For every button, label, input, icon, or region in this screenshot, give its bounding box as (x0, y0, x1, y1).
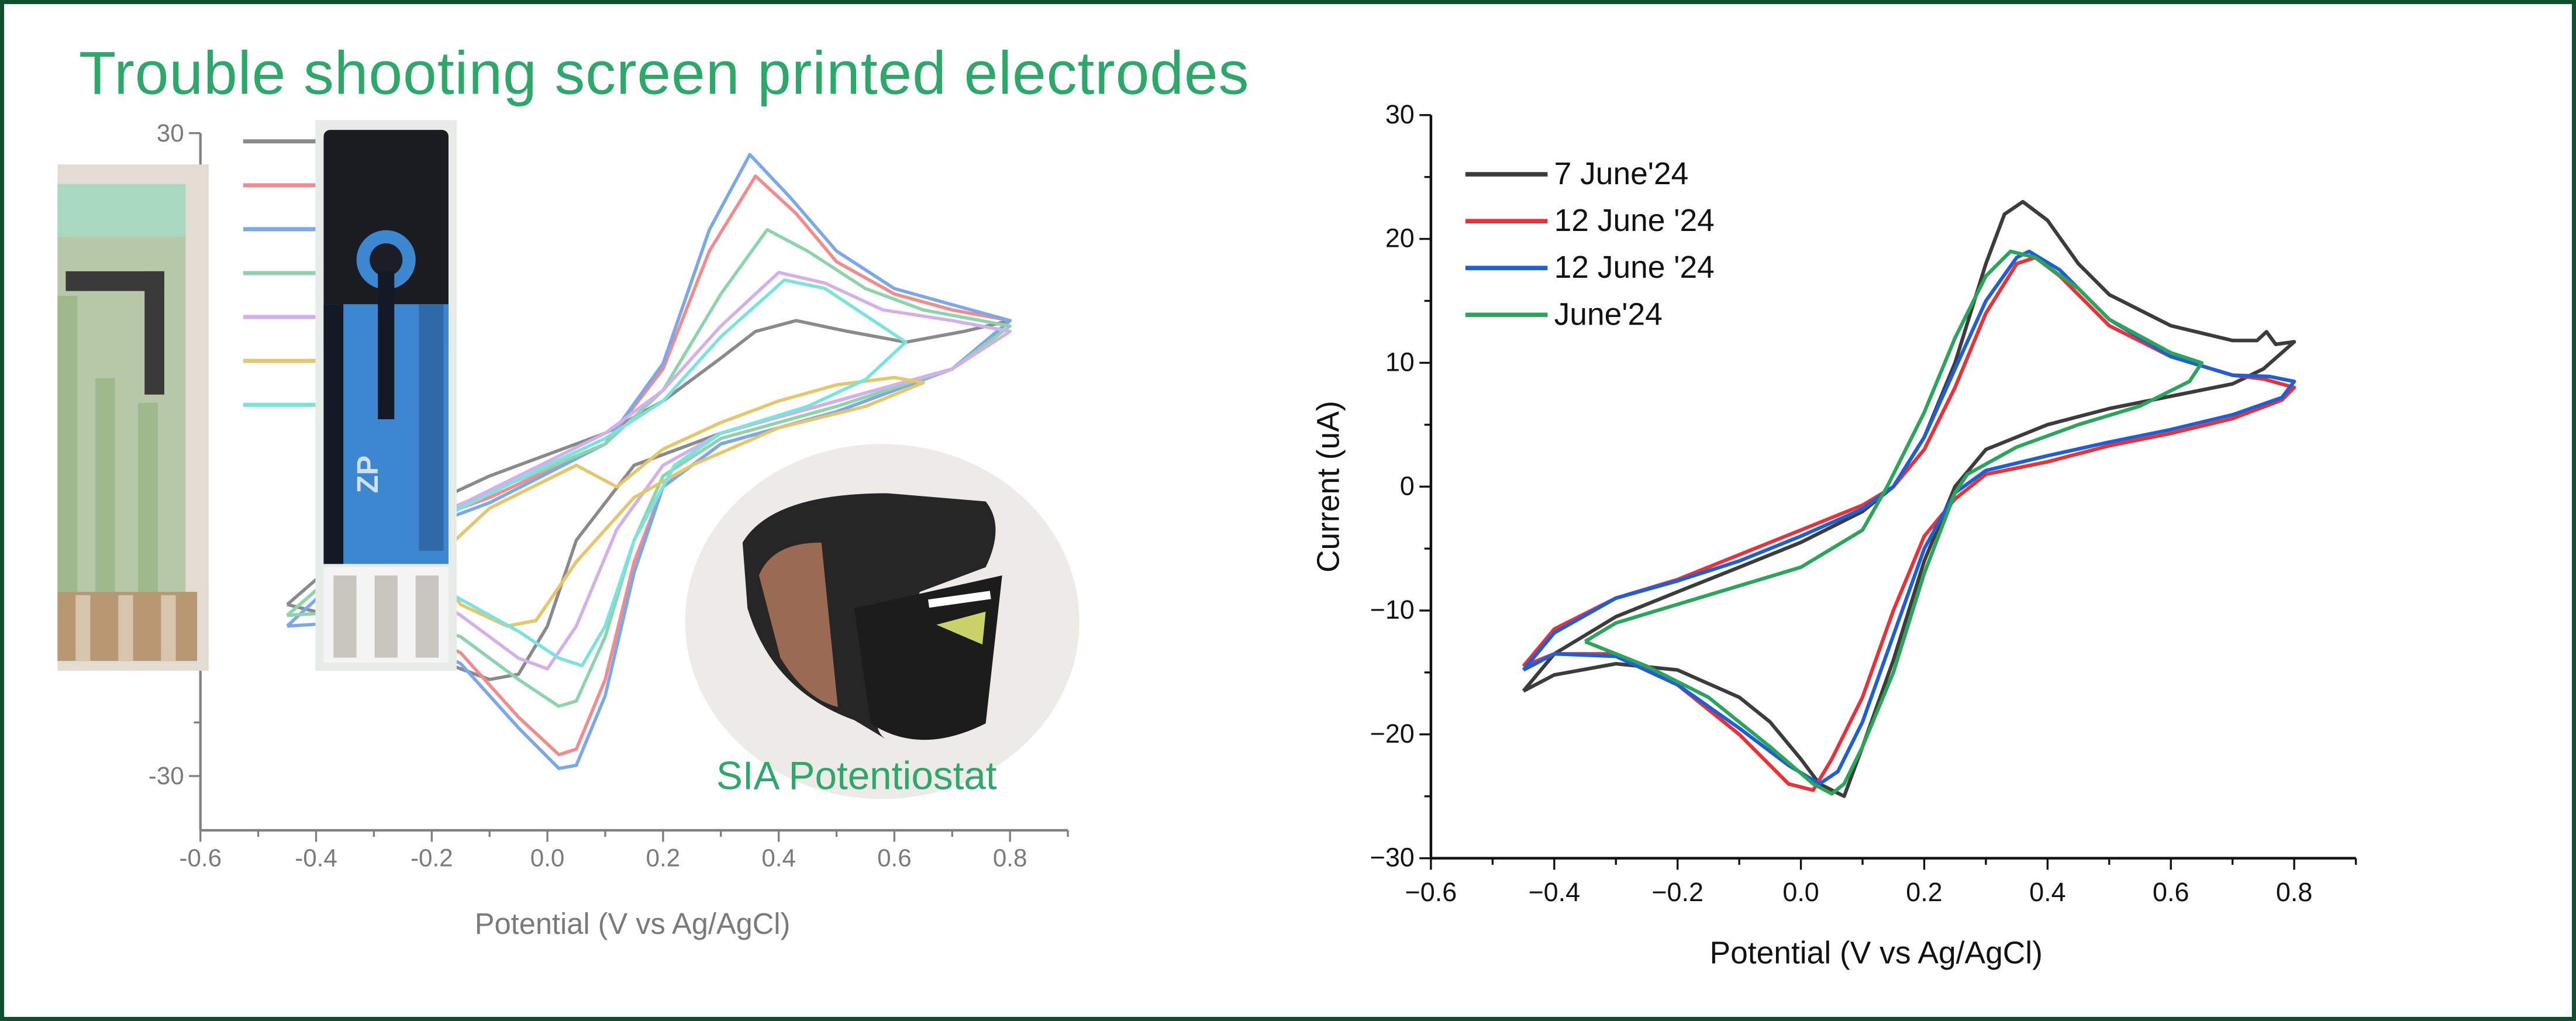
right-x-tick-label: 0.4 (2029, 877, 2065, 907)
left-x-axis-label: Potential (V vs Ag/AgCl) (475, 907, 791, 940)
right-legend-label: 12 June '24 (1554, 203, 1715, 238)
left-series-4-curve (373, 271, 1012, 671)
right-y-tick-label: −30 (1370, 843, 1415, 872)
left-series-6-curve (373, 278, 908, 668)
right-series-1-curve (1522, 256, 2296, 792)
right-y-tick-label: 0 (1400, 471, 1415, 501)
right-x-tick-label: 0.8 (2276, 877, 2312, 907)
right-x-tick-label: 0.6 (2153, 877, 2189, 907)
right-cv-chart: −0.6 −0.4 −0.2 0.0 0.2 0.4 0.6 0.8 30 20 10 0 −10 −20… (1312, 99, 2357, 971)
left-x-tick-label: 0.8 (993, 844, 1027, 872)
right-legend-label: 7 June'24 (1554, 157, 1689, 191)
right-x-tick-label: −0.6 (1405, 877, 1457, 907)
right-legend-label: 12 June '24 (1554, 250, 1715, 285)
left-x-tick-label: -0.4 (295, 844, 337, 872)
svg-text:ZP: ZP (351, 456, 384, 494)
left-x-tick-label: -0.2 (411, 844, 453, 872)
left-y-tick-label: -30 (149, 762, 184, 789)
left-series-5-curve (430, 375, 925, 628)
right-x-tick-label: −0.2 (1651, 877, 1703, 907)
electrode-photo-green (57, 164, 209, 671)
right-x-tick-label: 0.2 (1906, 877, 1942, 907)
left-series-2-curve (286, 153, 1012, 770)
right-y-tick-label: 10 (1385, 347, 1415, 377)
right-y-axis-label: Current (uA) (1312, 401, 1346, 572)
right-y-tick-label: 30 (1385, 99, 1415, 129)
right-y-tick-label: −20 (1370, 719, 1415, 748)
right-chart-legend: 7 June'24 12 June '24 12 June '24 June'24 (1465, 157, 1715, 332)
right-chart-curves (1522, 199, 2296, 798)
right-x-axis-label: Potential (V vs Ag/AgCl) (1710, 936, 2043, 971)
right-series-3-curve (1584, 249, 2204, 796)
right-chart-axes: −0.6 −0.4 −0.2 0.0 0.2 0.4 0.6 0.8 30 20 10 0 −10 −20… (1370, 99, 2357, 907)
right-legend-label: June'24 (1554, 297, 1663, 332)
left-y-tick-label: 30 (157, 119, 184, 147)
slide-title: Trouble shooting screen printed electrod… (79, 39, 1250, 107)
left-x-tick-label: 0.4 (761, 844, 796, 872)
potentiostat-photo (685, 444, 1080, 799)
left-x-tick-label: 0.2 (646, 844, 681, 872)
left-x-tick-label: 0.0 (530, 844, 565, 872)
right-y-tick-label: 20 (1385, 223, 1415, 253)
left-x-tick-label: 0.6 (877, 844, 912, 872)
right-series-2-curve (1522, 249, 2296, 786)
right-x-tick-label: 0.0 (1782, 877, 1819, 907)
right-x-tick-label: −0.4 (1528, 877, 1580, 907)
right-y-tick-label: −10 (1370, 595, 1415, 625)
left-x-tick-label: -0.6 (179, 844, 222, 872)
electrode-photo-blue: ZP (315, 120, 457, 671)
potentiostat-caption: SIA Potentiostat (716, 754, 997, 798)
left-chart-curves (286, 153, 1012, 770)
